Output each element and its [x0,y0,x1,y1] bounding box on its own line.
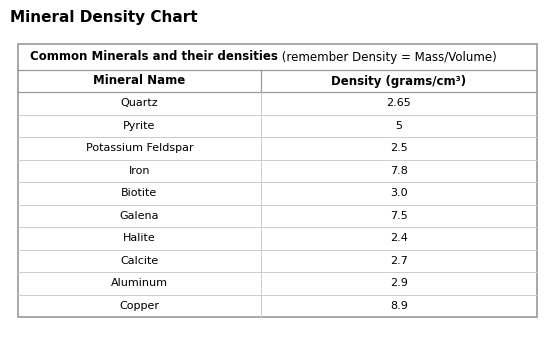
Text: Quartz: Quartz [120,98,158,108]
Text: Mineral Name: Mineral Name [93,75,185,88]
Text: Aluminum: Aluminum [111,278,168,288]
Text: (remember Density = Mass/Volume): (remember Density = Mass/Volume) [278,51,496,64]
Bar [18,44,537,317]
Text: 5: 5 [396,121,402,131]
Text: 2.9: 2.9 [390,278,408,288]
Text: Potassium Feldspar: Potassium Feldspar [85,143,193,153]
Text: 2.5: 2.5 [390,143,408,153]
Text: Mineral Density Chart: Mineral Density Chart [10,10,198,25]
Text: Biotite: Biotite [122,188,158,198]
Text: 2.7: 2.7 [390,256,408,266]
Text: 2.4: 2.4 [390,233,408,243]
Text: Copper: Copper [119,301,159,311]
Text: 2.65: 2.65 [387,98,411,108]
Text: 7.5: 7.5 [390,211,408,221]
Text: Iron: Iron [129,166,150,176]
Text: Pyrite: Pyrite [123,121,155,131]
Text: 3.0: 3.0 [390,188,408,198]
Text: Common Minerals and their densities: Common Minerals and their densities [29,51,278,64]
Text: Halite: Halite [123,233,156,243]
Text: 7.8: 7.8 [390,166,408,176]
Text: Calcite: Calcite [120,256,159,266]
Text: 8.9: 8.9 [390,301,408,311]
Text: Galena: Galena [120,211,159,221]
Text: Density (grams/cm³): Density (grams/cm³) [331,75,467,88]
